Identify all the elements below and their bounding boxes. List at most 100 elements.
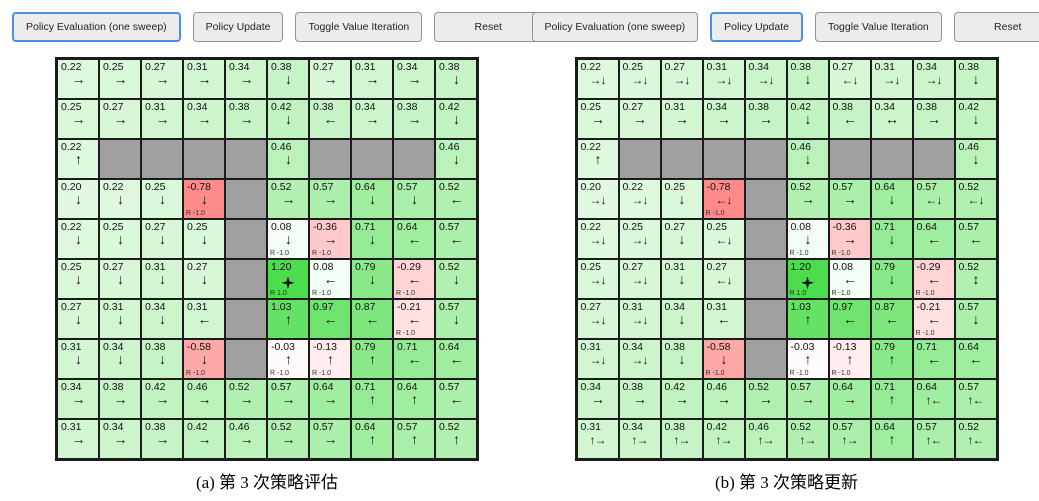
policy-arrow-up-icon: ↑ xyxy=(369,391,376,407)
toggle-value-iteration-button[interactable]: Toggle Value Iteration xyxy=(814,12,942,42)
grid-cell: 0.31 →↓ xyxy=(870,59,913,99)
grid-cell: 0.25 →↓ xyxy=(576,259,619,299)
gridworld: 0.22 → 0.25 → 0.27 → 0.31 → 0.34 → 0.38 ↓ 0.27 → 0.31 →… xyxy=(55,57,479,461)
cell-value: 0.52 xyxy=(439,421,460,433)
grid-cell: 0.57 ← xyxy=(954,219,997,259)
grid-cell: 0.71 ↑ xyxy=(870,379,913,419)
cell-value: 0.57 xyxy=(958,381,979,393)
cell-value: 0.38 xyxy=(622,381,643,393)
policy-arrow-down-icon: ↓ xyxy=(453,111,460,127)
policy-evaluation-one-sweep-button[interactable]: Policy Evaluation (one sweep) xyxy=(531,12,699,42)
cell-value: 0.31 xyxy=(61,341,82,353)
cell-value: -0.78 xyxy=(706,181,731,193)
cell-value: 0.38 xyxy=(439,61,460,73)
policy-arrow-right-icon: → xyxy=(801,191,815,207)
policy-update-button[interactable]: Policy Update xyxy=(710,12,803,42)
grid-cell: 0.79 ↓ xyxy=(351,259,393,299)
cell-value: 1.20 xyxy=(271,261,292,273)
grid-cell: 0.38 ↓ xyxy=(954,59,997,99)
reward-label: R 1.0 xyxy=(789,290,807,297)
cell-value: 0.31 xyxy=(664,101,685,113)
cell-value: 0.27 xyxy=(313,61,334,73)
cell-value: 0.31 xyxy=(103,301,124,313)
policy-arrow-right-icon: → xyxy=(281,431,296,447)
grid-cell: 0.08 ← R -1.0 xyxy=(309,259,351,299)
grid-cell: -0.13 ↑ R -1.0 xyxy=(309,339,351,379)
cell-value: 0.38 xyxy=(145,421,166,433)
grid-cell: 0.34 → xyxy=(576,379,619,419)
grid-cell: 0.34 ↔ xyxy=(870,99,913,139)
policy-arrow-up-right-icon: ↑→ xyxy=(799,433,817,447)
policy-arrow-right-icon: → xyxy=(323,71,338,87)
policy-arrow-left-icon: ← xyxy=(927,231,941,247)
reward-label: R -1.0 xyxy=(831,370,851,377)
cell-value: 0.08 xyxy=(271,221,292,233)
grid-cell: 0.38 → xyxy=(99,379,141,419)
grid-cell: 0.34 → xyxy=(57,379,99,419)
policy-arrow-left-right-icon: ↔ xyxy=(885,111,899,127)
grid-cell: 0.64 ↑ xyxy=(870,419,913,459)
reset-button[interactable]: Reset xyxy=(434,12,543,42)
cell-value: 0.57 xyxy=(916,181,937,193)
grid-cell: 0.27 ↓ xyxy=(57,299,99,339)
cell-value: 0.64 xyxy=(397,381,418,393)
cell-value: 0.31 xyxy=(187,61,208,73)
grid-cell: 0.64 ← xyxy=(393,219,435,259)
cell-value: 0.27 xyxy=(706,261,727,273)
grid-cell: -0.13 ↑ R -1.0 xyxy=(828,339,871,379)
policy-arrow-left-icon: ← xyxy=(197,311,212,327)
toggle-value-iteration-button[interactable]: Toggle Value Iteration xyxy=(295,12,423,42)
grid-cell: 0.38 ↓ xyxy=(786,59,829,99)
cell-value: 0.25 xyxy=(622,61,643,73)
reset-button[interactable]: Reset xyxy=(953,12,1039,42)
cell-value: 0.71 xyxy=(355,221,376,233)
grid-cell: 0.25 ↓ xyxy=(57,259,99,299)
cell-value: 0.31 xyxy=(145,261,166,273)
grid-cell: -0.03 ↑ R -1.0 xyxy=(786,339,829,379)
grid-cell: 0.38 ↓ xyxy=(267,59,309,99)
toolbar: Policy Evaluation (one sweep) Policy Upda… xyxy=(12,12,543,42)
policy-arrow-left-icon: ← xyxy=(885,311,899,327)
reward-label: R 1.0 xyxy=(270,290,287,297)
policy-arrow-down-icon: ↓ xyxy=(453,151,460,167)
policy-arrow-right-icon: → xyxy=(239,431,254,447)
grid-cell: 0.42 → xyxy=(660,379,703,419)
policy-arrow-up-icon: ↑ xyxy=(804,351,812,367)
cell-value: 0.31 xyxy=(874,61,895,73)
cell-value: 0.22 xyxy=(622,181,643,193)
policy-update-button[interactable]: Policy Update xyxy=(192,12,284,42)
cell-value: 0.34 xyxy=(397,61,418,73)
grid-cell: 0.22 ↑ xyxy=(57,139,99,179)
grid-cell: 0.38 ↓ xyxy=(435,59,477,99)
grid-cell: 0.31 ↓ xyxy=(57,339,99,379)
grid-cell: 0.57 ← xyxy=(435,219,477,259)
policy-evaluation-one-sweep-button[interactable]: Policy Evaluation (one sweep) xyxy=(12,12,181,42)
grid-cell: 0.25 ←↓ xyxy=(702,219,745,259)
policy-arrow-down-icon: ↓ xyxy=(117,351,124,367)
policy-arrow-up-icon: ↑ xyxy=(888,391,896,407)
grid-cell: 0.25 ↓ xyxy=(141,179,183,219)
policy-arrow-right-down-icon: →↓ xyxy=(631,193,649,207)
policy-arrow-down-icon: ↓ xyxy=(453,71,460,87)
cell-value: 0.52 xyxy=(271,181,292,193)
cell-value: 0.25 xyxy=(187,221,208,233)
wall-cell xyxy=(702,139,745,179)
policy-arrow-left-icon: ← xyxy=(449,351,464,367)
policy-arrow-down-icon: ↓ xyxy=(75,271,82,287)
grid-cell: -0.36 → R -1.0 xyxy=(309,219,351,259)
grid-cell: 0.27 →↓ xyxy=(660,59,703,99)
grid-cell: -0.58 ↓ R -1.0 xyxy=(702,339,745,379)
cell-value: 0.71 xyxy=(916,341,937,353)
grid-cell: 0.71 ↑ xyxy=(351,379,393,419)
cell-value: 1.03 xyxy=(271,301,292,313)
cell-value: 0.31 xyxy=(355,61,376,73)
cell-value: 0.22 xyxy=(103,181,124,193)
figure-caption: (a) 第 3 次策略评估 xyxy=(195,473,339,492)
grid-cell: 0.46 ↓ xyxy=(267,139,309,179)
goal-star-icon xyxy=(281,276,295,290)
cell-value: 0.38 xyxy=(397,101,418,113)
grid-cell: -0.21 ← R -1.0 xyxy=(393,299,435,339)
cell-value: 0.34 xyxy=(580,381,601,393)
policy-arrow-down-icon: ↓ xyxy=(159,311,166,327)
cell-value: 0.71 xyxy=(874,221,895,233)
